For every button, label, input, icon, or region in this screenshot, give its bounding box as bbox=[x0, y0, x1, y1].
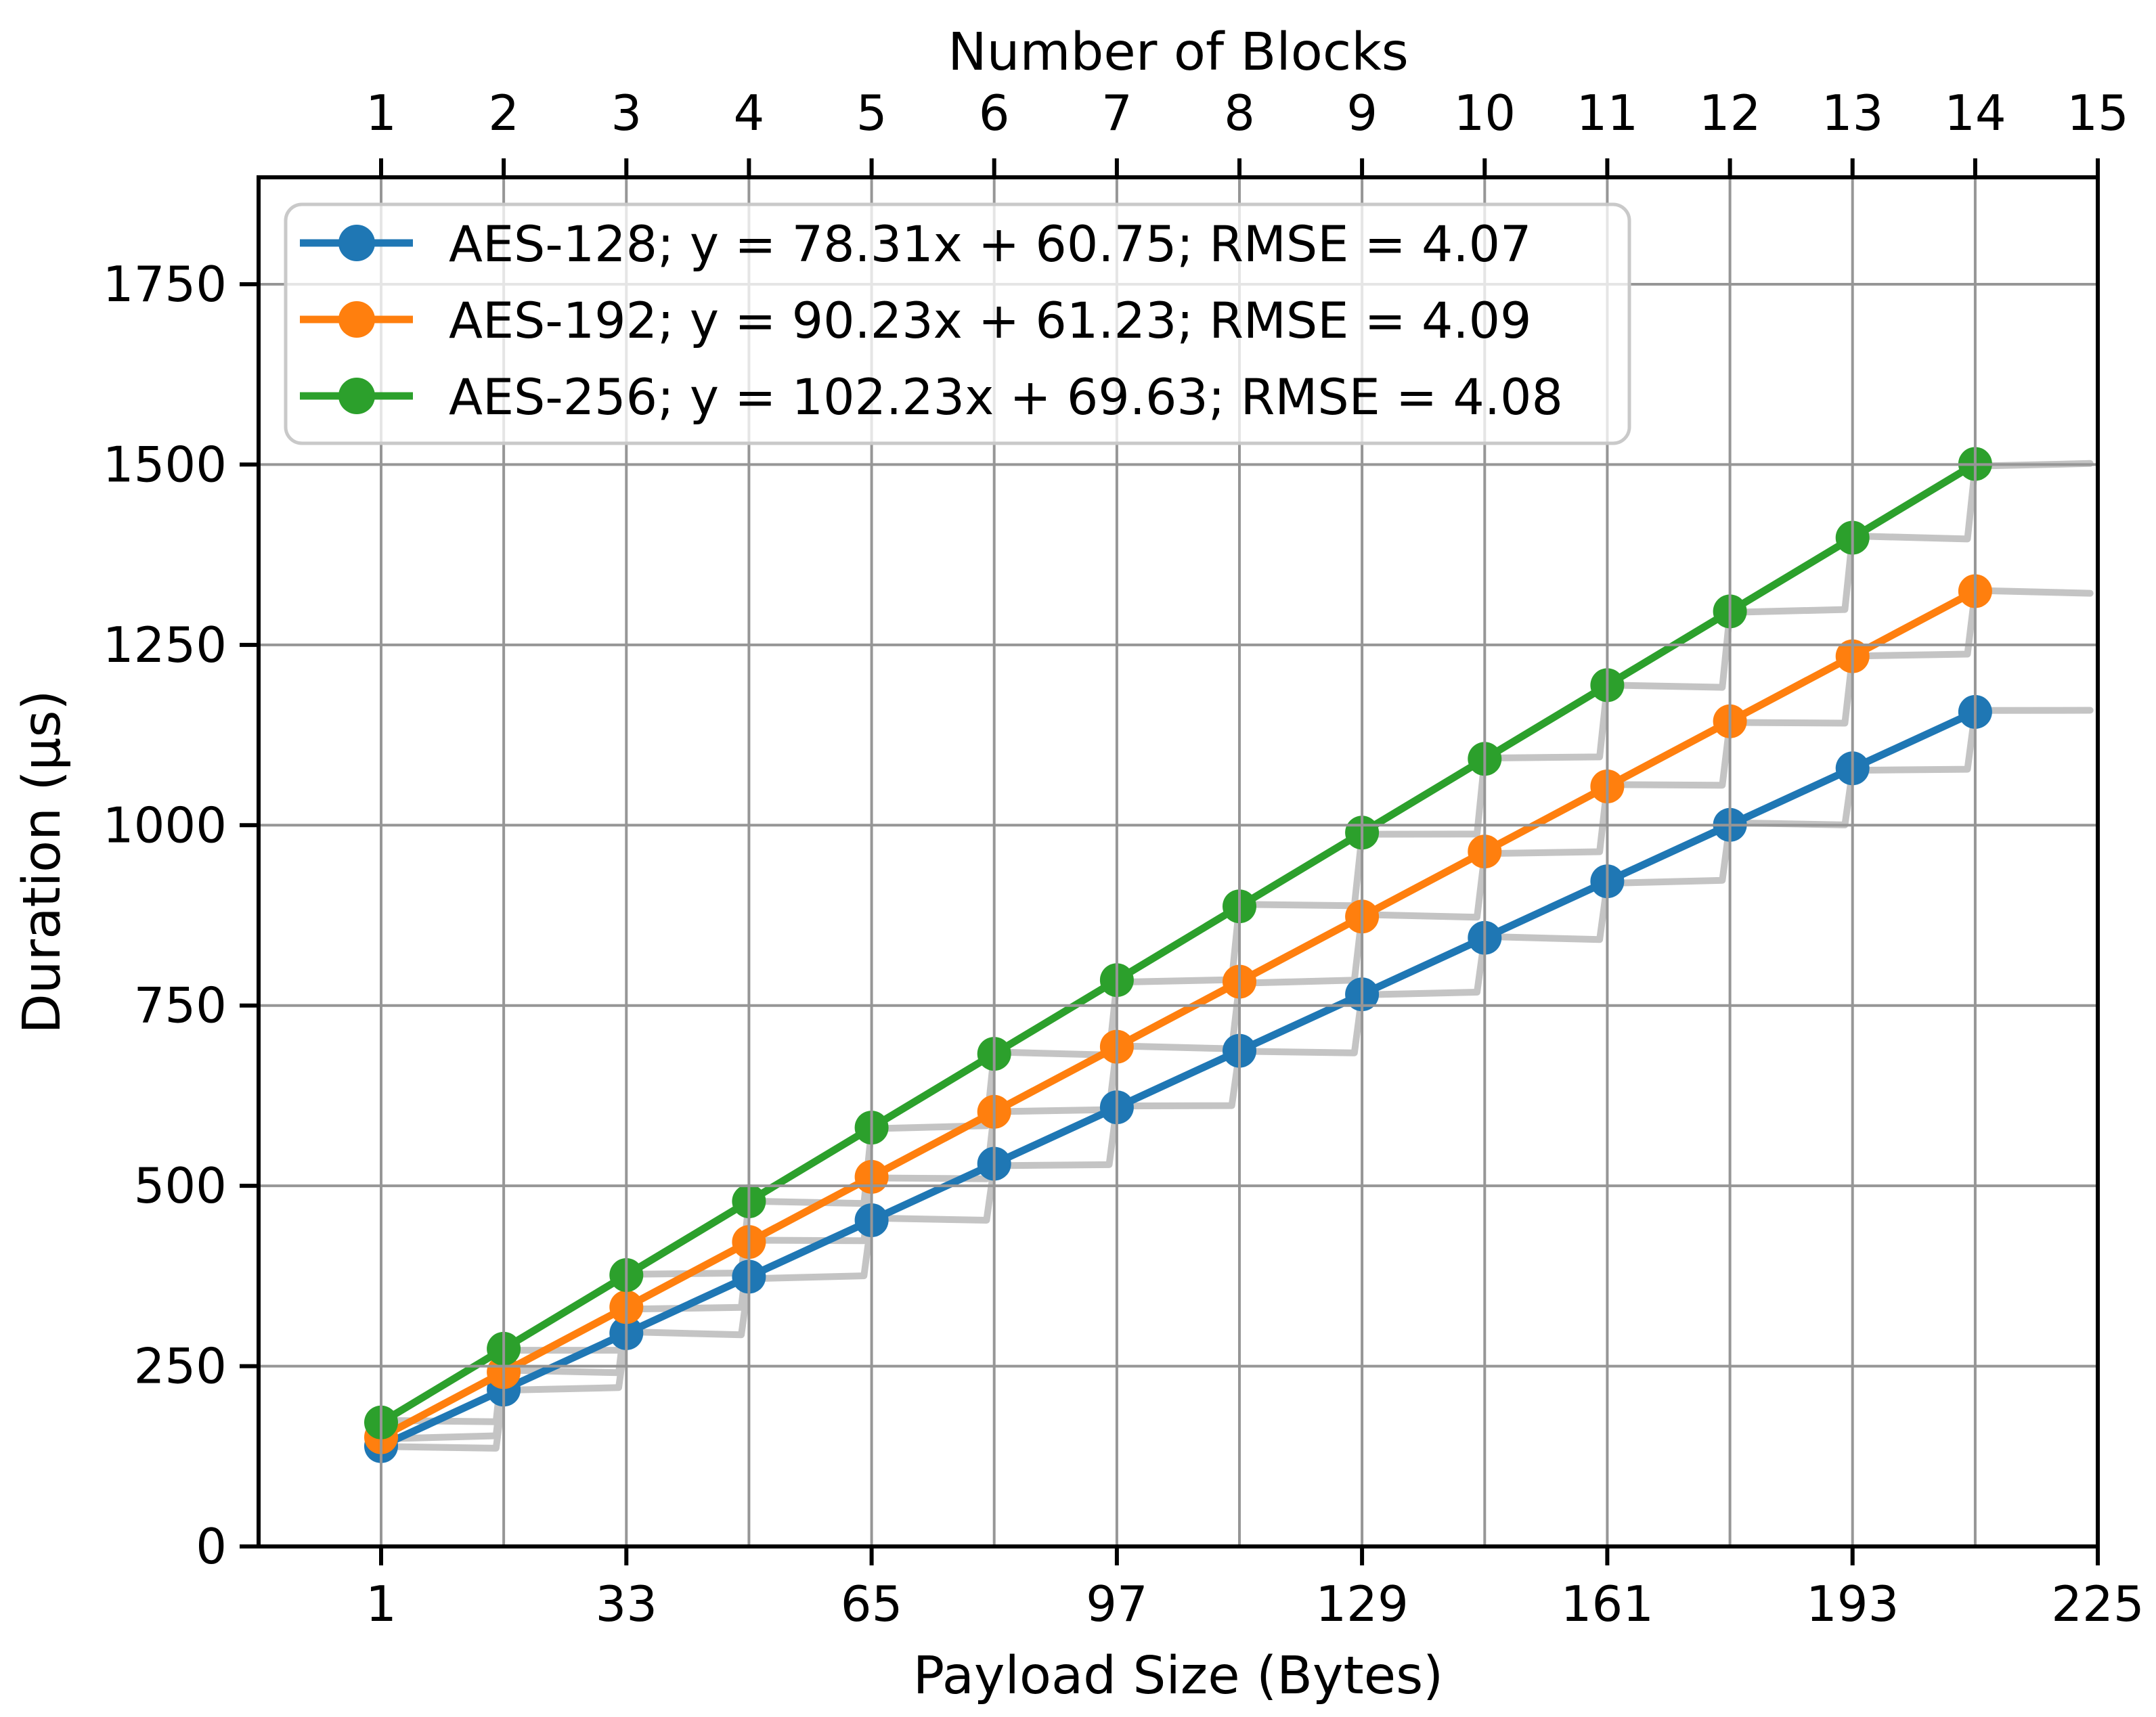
top-tick-label: 9 bbox=[1346, 85, 1378, 141]
top-tick-label: 14 bbox=[1944, 85, 2006, 141]
legend: AES-128; y = 78.31x + 60.75; RMSE = 4.07… bbox=[284, 202, 1631, 445]
top-axis-label: Number of Blocks bbox=[948, 22, 1409, 83]
top-tick-label: 10 bbox=[1453, 85, 1516, 141]
y-axis-label: Duration (μs) bbox=[12, 690, 72, 1033]
legend-entry-marker bbox=[338, 225, 375, 261]
legend-entry-label: AES-128; y = 78.31x + 60.75; RMSE = 4.07 bbox=[449, 216, 1531, 273]
tick-marks bbox=[240, 158, 2100, 1565]
legend-entry-marker bbox=[338, 301, 375, 338]
legend-entry-marker bbox=[338, 378, 375, 414]
legend-entry-aes-128: AES-128; y = 78.31x + 60.75; RMSE = 4.07 bbox=[300, 216, 1531, 273]
series-aes-256-line bbox=[377, 460, 1979, 1427]
y-tick-label: 250 bbox=[134, 1338, 227, 1395]
top-tick-label: 4 bbox=[733, 85, 764, 141]
x-tick-label: 129 bbox=[1315, 1576, 1408, 1632]
y-tick-label: 750 bbox=[134, 977, 227, 1034]
top-tick-label: 2 bbox=[488, 85, 519, 141]
series-layer bbox=[364, 447, 1992, 1463]
top-tick-label: 3 bbox=[611, 85, 642, 141]
y-tick-label: 1500 bbox=[103, 436, 227, 493]
top-tick-label: 5 bbox=[856, 85, 887, 141]
top-tick-label: 12 bbox=[1699, 85, 1761, 141]
legend-entry-label: AES-192; y = 90.23x + 61.23; RMSE = 4.09 bbox=[449, 292, 1531, 350]
top-tick-label: 11 bbox=[1577, 85, 1639, 141]
legend-entry-aes-192: AES-192; y = 90.23x + 61.23; RMSE = 4.09 bbox=[300, 292, 1531, 350]
axes-spines bbox=[257, 175, 2100, 1548]
x-tick-label: 97 bbox=[1086, 1576, 1148, 1632]
x-tick-label: 193 bbox=[1806, 1576, 1899, 1632]
y-tick-label: 500 bbox=[134, 1157, 227, 1214]
top-tick-label: 6 bbox=[979, 85, 1010, 141]
y-tick-label: 0 bbox=[196, 1518, 227, 1575]
y-tick-label: 1000 bbox=[103, 797, 227, 853]
top-tick-label: 8 bbox=[1224, 85, 1255, 141]
x-tick-label: 1 bbox=[366, 1576, 397, 1632]
x-tick-label: 65 bbox=[841, 1576, 903, 1632]
raw-step-line-aes-128 bbox=[378, 707, 2094, 1452]
x-tick-label: 225 bbox=[2051, 1576, 2144, 1632]
series-aes-128-line bbox=[377, 708, 1979, 1450]
top-tick-label: 15 bbox=[2067, 85, 2129, 141]
series-aes-192-line bbox=[377, 587, 1979, 1442]
x-tick-label: 161 bbox=[1561, 1576, 1654, 1632]
x-axis-label: Payload Size (Bytes) bbox=[913, 1646, 1443, 1706]
y-tick-label: 1250 bbox=[103, 617, 227, 673]
legend-entry-label: AES-256; y = 102.23x + 69.63; RMSE = 4.0… bbox=[449, 369, 1563, 426]
top-tick-label: 13 bbox=[1822, 85, 1884, 141]
top-tick-label: 7 bbox=[1101, 85, 1132, 141]
x-tick-label: 33 bbox=[595, 1576, 657, 1632]
legend-entry-aes-256: AES-256; y = 102.23x + 69.63; RMSE = 4.0… bbox=[300, 369, 1563, 426]
top-tick-label: 1 bbox=[366, 85, 397, 141]
legend-box bbox=[284, 202, 1631, 445]
y-tick-label: 1750 bbox=[103, 256, 227, 313]
